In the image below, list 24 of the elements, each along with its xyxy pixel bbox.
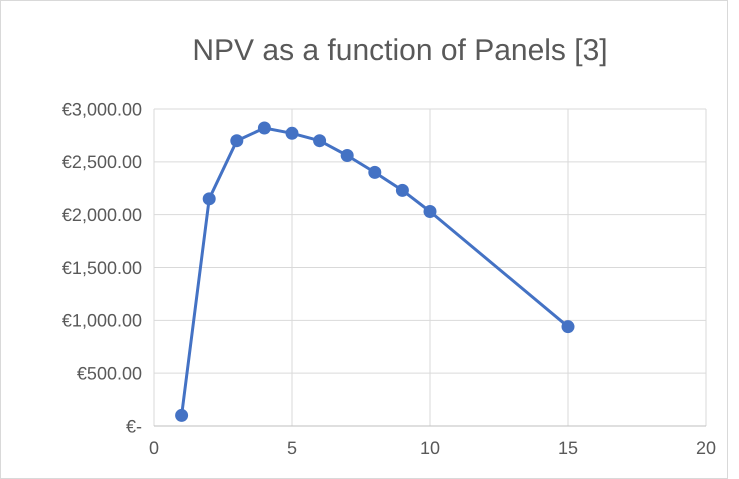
x-tick-label: 0 (148, 438, 160, 458)
x-tick-label: 20 (696, 438, 716, 458)
x-tick-label: 15 (558, 438, 578, 458)
point (424, 204, 436, 218)
y-tick-label: €3,000.00 (62, 99, 142, 120)
point (258, 122, 271, 135)
point (562, 320, 574, 334)
y-tick-label: €- (126, 416, 142, 436)
point (202, 192, 216, 206)
y-tick-label: €2,500.00 (62, 152, 142, 172)
point (340, 148, 354, 162)
point (175, 408, 188, 422)
y-tick-label: €1,500.00 (62, 258, 142, 278)
x-tick-label: 5 (286, 438, 298, 458)
chart-title: NPV as a function of Panels [3] (192, 34, 608, 67)
point (230, 134, 244, 148)
point (368, 166, 382, 179)
y-tick-label: €500.00 (76, 363, 142, 384)
y-tick-label: €2,000.00 (62, 204, 142, 225)
point (313, 134, 326, 148)
point (396, 184, 409, 197)
point (286, 126, 298, 140)
y-tick-label: €1,000.00 (62, 310, 142, 331)
x-tick-label: 10 (420, 438, 440, 458)
